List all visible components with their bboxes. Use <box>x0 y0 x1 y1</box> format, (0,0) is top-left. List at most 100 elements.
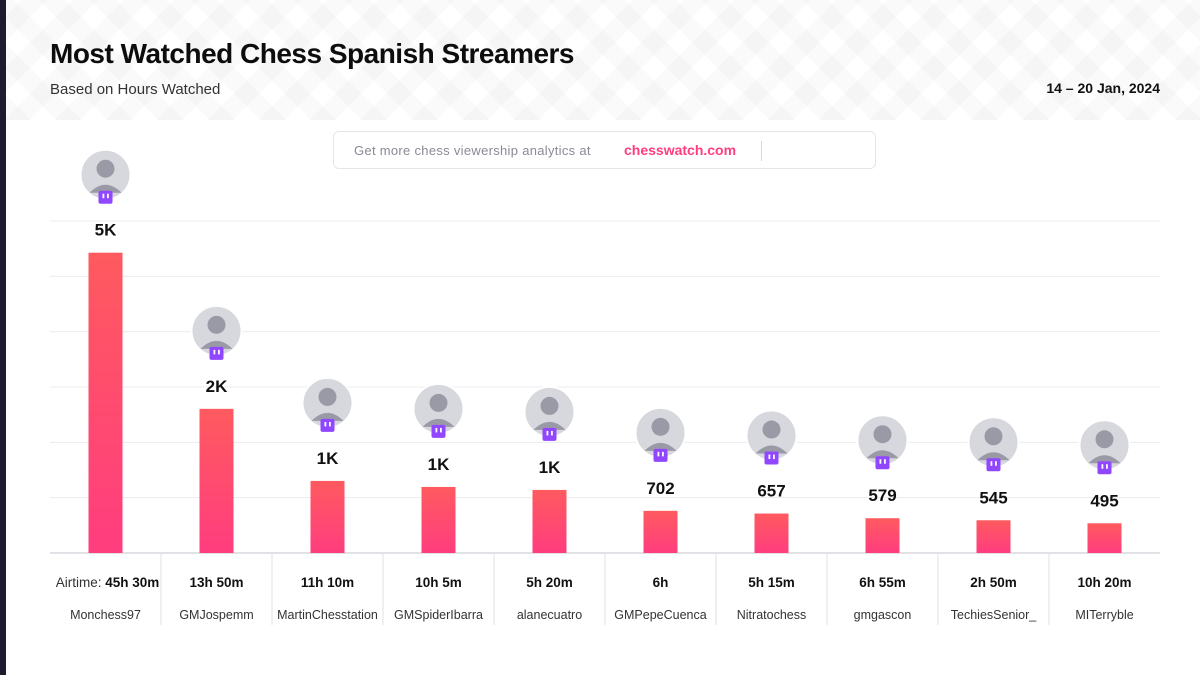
airtime-value: Airtime: 45h 30m <box>56 575 160 590</box>
avatar-head <box>540 396 559 415</box>
twitch-badge <box>209 346 224 360</box>
streamer-avatar <box>523 385 576 438</box>
twitch-glyph-left <box>657 451 660 457</box>
data-label: 1K <box>428 455 450 474</box>
airtime-value: 13h 50m <box>189 575 243 590</box>
streamer-avatar <box>967 416 1020 469</box>
data-label: 545 <box>979 488 1007 507</box>
streamer-name: alanecuatro <box>517 608 582 622</box>
data-label: 5K <box>95 221 117 240</box>
streamer-name: GMJospemm <box>179 608 253 622</box>
streamer-avatar <box>301 376 354 429</box>
airtime-value: 10h 5m <box>415 575 462 590</box>
twitch-badge <box>431 424 446 438</box>
twitch-badge <box>1097 461 1112 475</box>
data-label: 1K <box>317 449 339 468</box>
airtime-value: 10h 20m <box>1077 575 1131 590</box>
twitch-glyph-right <box>107 193 109 199</box>
data-label: 1K <box>539 458 561 477</box>
airtime-label: Airtime: <box>56 575 106 590</box>
avatar-body <box>866 450 899 459</box>
avatar-head <box>651 417 670 436</box>
data-label: 2K <box>206 377 228 396</box>
streamer-name: GMSpiderIbarra <box>394 608 483 622</box>
twitch-badge <box>875 456 890 470</box>
streamer-name: gmgascon <box>854 608 912 622</box>
twitch-glyph-right <box>884 459 886 464</box>
promo-text: Get more chess viewership analytics at <box>354 143 591 158</box>
twitch-glyph-right <box>218 349 220 355</box>
twitch-glyph-right <box>329 421 331 427</box>
date-range: 14 – 20 Jan, 2024 <box>1046 80 1160 96</box>
airtime-value: 6h 55m <box>859 575 906 590</box>
twitch-badge <box>764 451 779 465</box>
streamer-name: Monchess97 <box>70 608 141 622</box>
bar <box>643 510 678 553</box>
bar <box>976 520 1011 553</box>
data-label: 495 <box>1090 491 1118 510</box>
streamer-name: GMPepeCuenca <box>614 608 706 622</box>
streamer-name: Nitratochess <box>737 608 806 622</box>
twitch-glyph-left <box>102 193 105 199</box>
bar <box>199 408 234 553</box>
avatar-head <box>1095 430 1114 449</box>
twitch-glyph-right <box>1106 464 1108 469</box>
data-label: 657 <box>757 482 785 501</box>
twitch-icon <box>542 427 557 441</box>
twitch-glyph-left <box>1101 464 1104 469</box>
twitch-glyph-left <box>546 430 549 436</box>
twitch-icon <box>875 456 890 470</box>
twitch-icon <box>764 451 779 465</box>
avatar-body <box>89 184 122 193</box>
twitch-glyph-right <box>551 430 553 436</box>
data-label: 579 <box>868 486 896 505</box>
avatar-body <box>200 340 233 349</box>
twitch-glyph-left <box>879 459 882 464</box>
airtime-value: 11h 10m <box>301 575 354 590</box>
avatar-head <box>207 315 226 334</box>
twitch-glyph-right <box>440 427 442 433</box>
twitch-glyph-right <box>662 451 664 457</box>
promo-banner[interactable]: Get more chess viewership analytics at c… <box>333 131 876 169</box>
airtime-value: 6h <box>653 575 669 590</box>
twitch-icon <box>653 448 668 462</box>
promo-divider <box>761 141 762 161</box>
data-label: 702 <box>646 479 674 498</box>
avatar-body <box>311 412 344 421</box>
twitch-icon <box>431 424 446 438</box>
bar <box>1087 523 1122 553</box>
twitch-icon <box>986 458 1001 472</box>
twitch-badge <box>653 448 668 462</box>
twitch-glyph-left <box>990 461 993 466</box>
left-edge-strip <box>0 0 6 675</box>
avatar-body <box>422 418 455 427</box>
bar <box>532 489 567 553</box>
avatar-body <box>533 421 566 430</box>
avatar-head <box>429 393 448 412</box>
twitch-glyph-left <box>435 427 438 433</box>
twitch-badge <box>986 458 1001 472</box>
promo-link[interactable]: chesswatch.com <box>624 142 737 158</box>
avatar-head <box>873 425 892 444</box>
avatar-body <box>644 442 677 451</box>
streamer-name: MITerryble <box>1075 608 1133 622</box>
avatar-body <box>977 452 1010 461</box>
bar <box>865 518 900 553</box>
streamer-name: MartinChesstation <box>277 608 378 622</box>
avatar-head <box>96 159 115 178</box>
airtime-value: 2h 50m <box>970 575 1017 590</box>
bar <box>421 486 456 553</box>
avatar-head <box>318 387 337 406</box>
airtime-value: 5h 20m <box>526 575 573 590</box>
bar <box>88 252 123 553</box>
twitch-glyph-left <box>768 454 771 460</box>
avatar-head <box>762 420 781 439</box>
streamer-avatar <box>190 304 243 357</box>
twitch-icon <box>98 190 113 204</box>
twitch-glyph-right <box>773 454 775 460</box>
avatar-body <box>1088 455 1121 464</box>
bar <box>310 480 345 553</box>
airtime-value-text: 45h 30m <box>105 575 159 590</box>
streamer-name: TechiesSenior_ <box>951 608 1038 622</box>
